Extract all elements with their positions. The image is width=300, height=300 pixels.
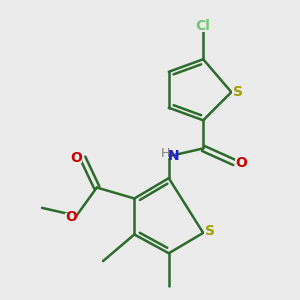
Text: O: O [70,151,83,165]
FancyBboxPatch shape [232,87,244,97]
Text: O: O [65,210,77,224]
Text: H: H [161,147,170,160]
Text: S: S [232,85,243,99]
FancyBboxPatch shape [204,227,216,236]
FancyBboxPatch shape [235,158,247,167]
Text: N: N [168,148,179,163]
FancyBboxPatch shape [195,21,211,32]
FancyBboxPatch shape [65,213,77,222]
FancyBboxPatch shape [151,148,169,158]
Text: S: S [205,224,215,238]
Text: Cl: Cl [196,20,211,33]
FancyBboxPatch shape [70,153,83,163]
Text: O: O [235,155,247,170]
